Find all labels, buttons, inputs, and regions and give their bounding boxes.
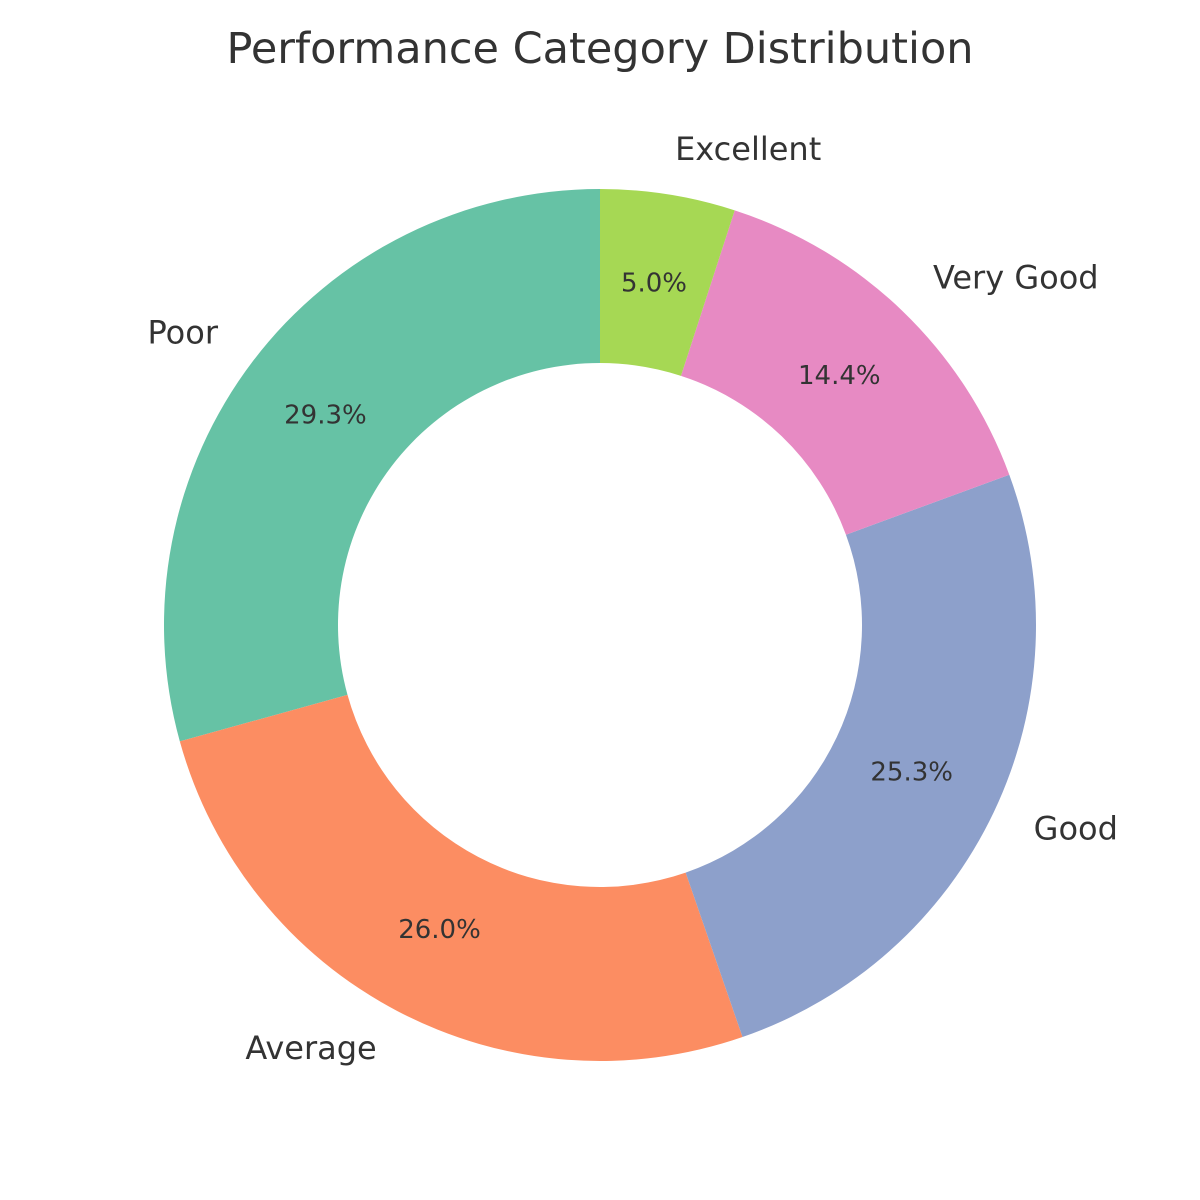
percent-label-good: 25.3% [870,757,953,787]
slice-excellent [600,189,735,376]
chart-title: Performance Category Distribution [226,24,974,74]
donut-labels: Poor 29.3% Average 26.0% Good 25.3% Very Good 1… [148,130,1118,1067]
slice-average [179,694,743,1061]
percent-label-excellent: 5.0% [621,269,687,299]
slice-very-good [680,210,1010,535]
category-label-excellent: Excellent [675,130,821,168]
category-label-average: Average [245,1029,376,1067]
percent-label-very-good: 14.4% [798,361,881,391]
donut-slices [164,189,1036,1061]
percent-label-average: 26.0% [398,915,481,945]
category-label-very-good: Very Good [933,258,1099,296]
slice-poor [164,189,600,742]
slice-good [685,474,1036,1038]
percent-label-poor: 29.3% [284,401,367,431]
category-label-good: Good [1034,810,1118,848]
category-label-poor: Poor [148,313,219,351]
